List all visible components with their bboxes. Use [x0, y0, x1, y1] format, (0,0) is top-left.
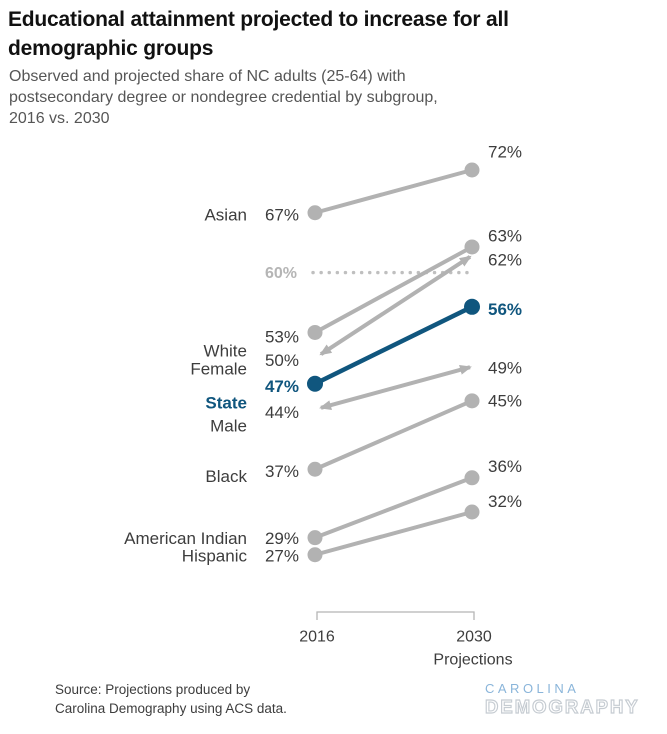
value-label-2030: 49% [488, 359, 522, 378]
source-note: Source: Projections produced by Carolina… [55, 680, 287, 718]
goal-line-label: 60% [265, 265, 297, 282]
subtitle-line-2: postsecondary degree or nondegree creden… [9, 89, 438, 106]
series-american-indian: 29% American Indian 36% [124, 457, 522, 548]
value-label-2016: 29% [265, 529, 299, 548]
value-label-2030: 62% [488, 251, 522, 270]
group-label: Male [210, 416, 247, 435]
marker-2016 [307, 530, 323, 546]
value-label-2030: 63% [488, 226, 522, 245]
series-hispanic: 27% Hispanic 32% [182, 492, 522, 565]
source-line-2: Carolina Demography using ACS data. [55, 701, 287, 716]
marker-2016 [307, 461, 323, 477]
slope-line [314, 399, 473, 472]
group-label: Black [205, 467, 247, 486]
marker-2016 [307, 547, 323, 563]
title-line-2: demographic groups [8, 37, 214, 60]
value-label-2016: 47% [265, 377, 299, 396]
group-label: Female [190, 360, 247, 379]
slope-line [314, 475, 473, 540]
value-label-2030: 32% [488, 492, 522, 511]
marker-2016 [307, 324, 323, 340]
title-line-1: Educational attainment projected to incr… [8, 8, 509, 31]
slope-line [319, 255, 472, 356]
page-title: Educational attainment projected to incr… [8, 5, 648, 63]
series-white: 53% White 63% [204, 226, 523, 360]
value-label-2030: 72% [488, 143, 522, 162]
group-label: American Indian [124, 529, 247, 548]
value-label-2030: 36% [488, 457, 522, 476]
marker-2030 [464, 470, 480, 486]
group-label: White [204, 341, 247, 360]
marker-2030 [464, 504, 480, 520]
group-label: State [205, 393, 247, 412]
axis-label-2016: 2016 [299, 629, 335, 646]
value-label-2016: 44% [265, 403, 299, 422]
series-male: 44% Male 49% [210, 359, 522, 436]
marker-2016 [307, 205, 323, 221]
subtitle-line-1: Observed and projected share of NC adult… [9, 68, 406, 85]
value-label-2016: 37% [265, 462, 299, 481]
value-label-2016: 67% [265, 205, 299, 224]
series-female: 50% Female 62% [190, 251, 522, 379]
axis-label-projections: Projections [433, 652, 512, 669]
value-label-2016: 27% [265, 546, 299, 565]
x-axis: 2016 2030 Projections [299, 611, 513, 669]
value-label-2030: 45% [488, 391, 522, 410]
marker-2030 [464, 162, 480, 178]
slope-line [314, 168, 473, 215]
axis-label-2030: 2030 [456, 629, 492, 646]
value-label-2016: 50% [265, 351, 299, 370]
source-line-1: Source: Projections produced by [55, 682, 251, 697]
slope-line [314, 304, 473, 386]
value-label-2016: 53% [265, 327, 299, 346]
slope-line [314, 510, 473, 557]
chart-subtitle: Observed and projected share of NC adult… [9, 66, 569, 129]
group-label: Asian [204, 205, 247, 224]
marker-2030 [464, 239, 480, 255]
group-label: Hispanic [182, 546, 248, 565]
logo-demography-text: DEMOGRAPHY [484, 696, 640, 717]
subtitle-line-3: 2016 vs. 2030 [9, 110, 110, 127]
logo-carolina-text: CAROLINA [485, 681, 580, 696]
series-state: 47% State 56% [205, 298, 522, 412]
marker-2030 [464, 393, 480, 409]
carolina-demography-logo: CAROLINA DEMOGRAPHY [484, 681, 640, 717]
marker-2030 [464, 298, 480, 315]
series-black: 37% Black 45% [205, 391, 522, 485]
slope-line [319, 364, 472, 410]
marker-2016 [307, 375, 323, 392]
goal-line-group: 60% [265, 265, 472, 282]
value-label-2030: 56% [488, 300, 522, 319]
axis-bracket [316, 611, 475, 620]
series-asian: 67% Asian 72% [204, 143, 522, 225]
